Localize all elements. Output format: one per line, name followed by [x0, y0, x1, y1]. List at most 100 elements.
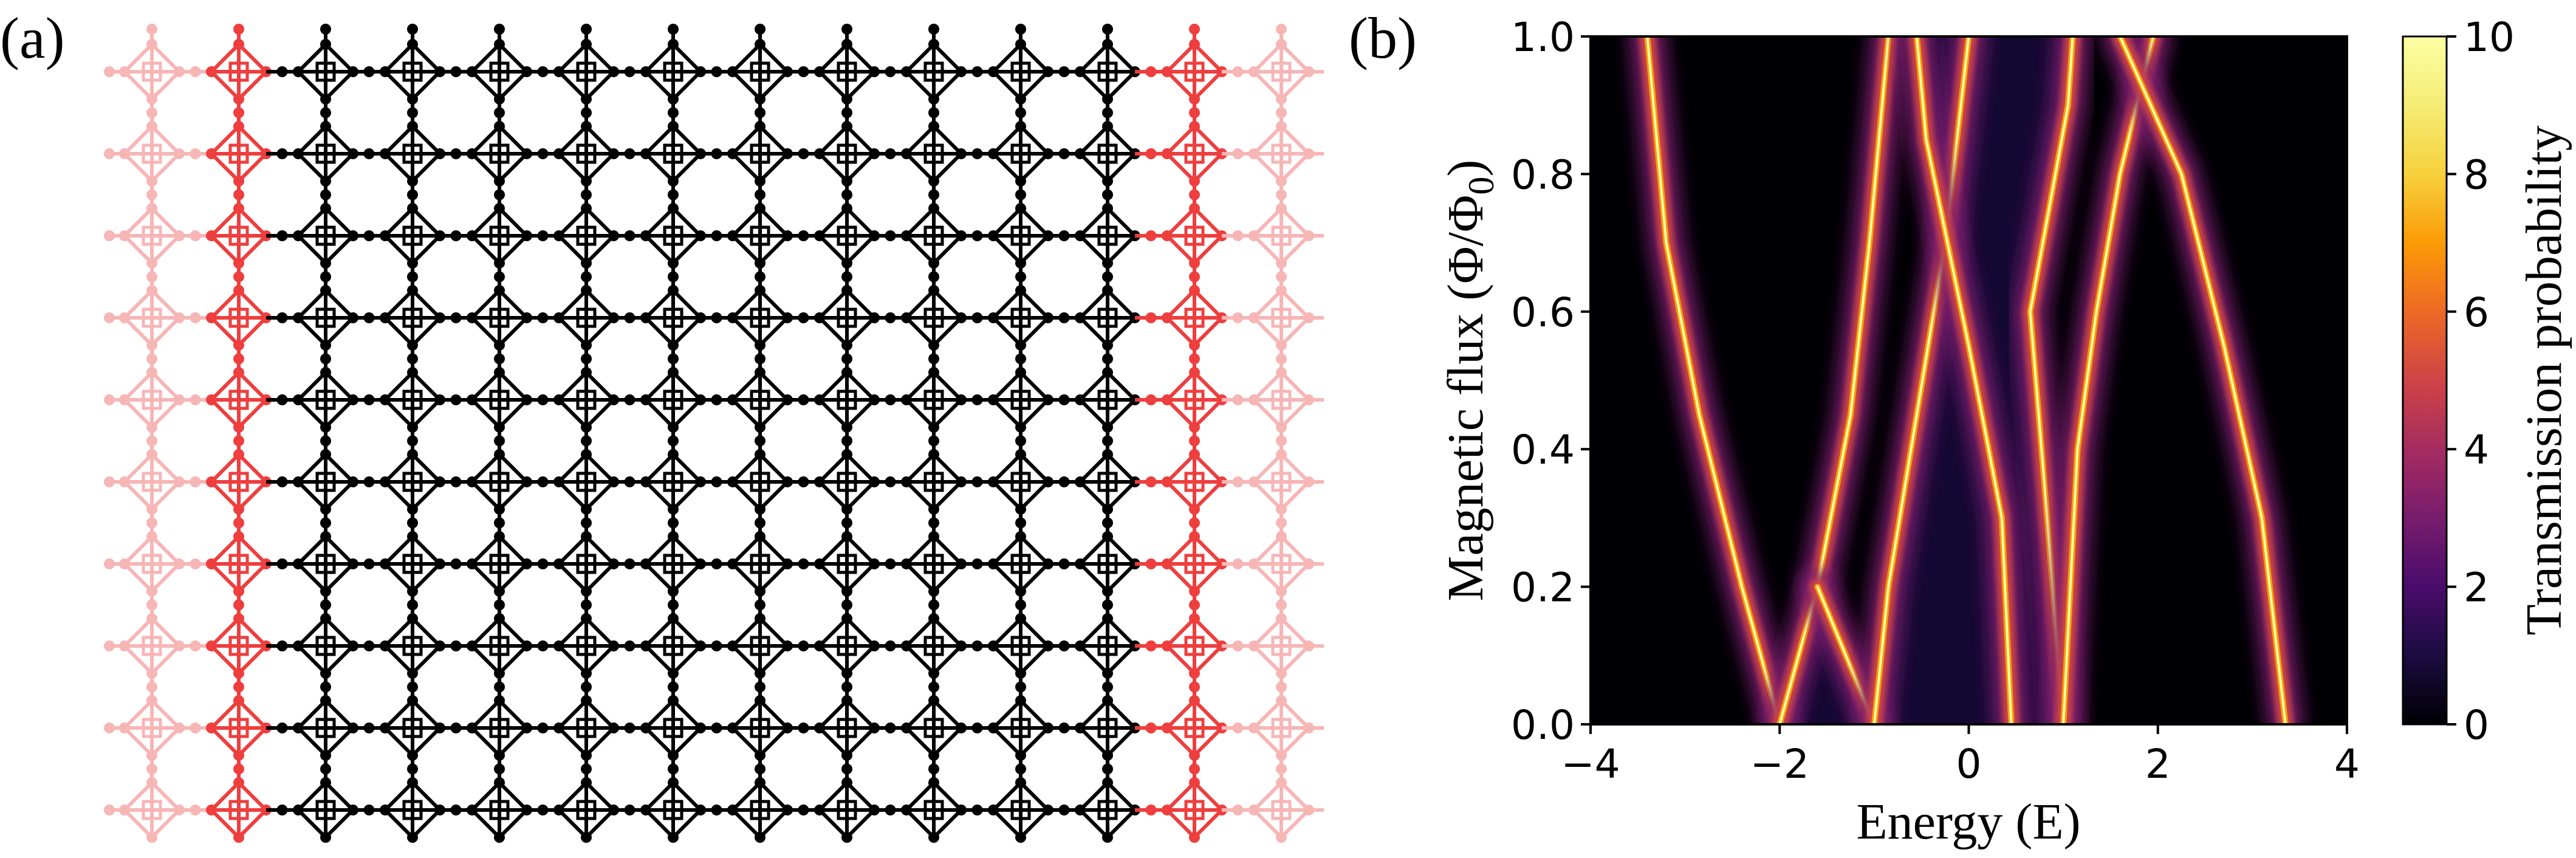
- panel-label-a: (a): [0, 5, 65, 70]
- lattice-node: [814, 449, 906, 537]
- lattice-node: [104, 449, 211, 537]
- lattice-node: [640, 121, 733, 208]
- lattice-node: [901, 367, 993, 455]
- lattice-node: [988, 121, 1080, 208]
- x-tick-label: −4: [1561, 741, 1620, 788]
- lattice-node: [104, 203, 211, 290]
- lattice-node: [380, 367, 472, 455]
- lattice-node: [1075, 695, 1167, 783]
- lattice-node: [1249, 24, 1324, 126]
- lattice-node: [814, 203, 906, 290]
- lattice-node: [814, 285, 906, 372]
- lattice-node: [206, 367, 298, 455]
- lattice-node: [380, 695, 472, 783]
- colorbar: 0 2 4 6 8 10 Transmission probability: [2402, 14, 2572, 749]
- lattice-node: [553, 203, 646, 290]
- lattice-node: [1249, 777, 1324, 843]
- lattice-node: [727, 695, 820, 783]
- lattice-node: [553, 24, 646, 126]
- band-outer-left: [1629, 36, 1798, 724]
- lattice-node: [293, 285, 385, 372]
- lattice-node: [293, 24, 385, 126]
- lattice-node: [467, 121, 559, 208]
- y-axis-label-sub: 0: [1461, 177, 1501, 195]
- lattice-node: [814, 531, 906, 619]
- lattice-node: [206, 531, 298, 619]
- lattice-node: [553, 449, 646, 537]
- lattice-node: [901, 24, 993, 126]
- lattice-node: [901, 531, 993, 619]
- lattice-node: [206, 285, 298, 372]
- lattice-node: [727, 24, 820, 126]
- lattice-node: [104, 613, 211, 701]
- lattice-node: [380, 531, 472, 619]
- lattice-node: [1249, 203, 1324, 290]
- lattice-node: [640, 531, 733, 619]
- lattice-node: [467, 531, 559, 619]
- lattice-node: [988, 449, 1080, 537]
- lattice-node: [1075, 203, 1167, 290]
- lattice-node: [467, 285, 559, 372]
- lattice-node: [104, 777, 211, 843]
- lattice-node: [104, 367, 211, 455]
- band-outer-right: [2102, 36, 2304, 724]
- x-tick-label: 0: [1956, 741, 1982, 788]
- lattice-node: [553, 367, 646, 455]
- lattice-node: [1249, 531, 1324, 619]
- y-tick-label: 0.0: [1511, 702, 1575, 749]
- band-center-left: [1898, 36, 2030, 724]
- colorbar-tick-label: 4: [2464, 427, 2489, 473]
- lattice-node: [293, 449, 385, 537]
- lattice-node: [814, 24, 906, 126]
- lattice-node: [727, 121, 820, 208]
- colorbar-tick-label: 10: [2464, 14, 2515, 61]
- band-center-right: [2012, 36, 2091, 724]
- lattice-node: [380, 613, 472, 701]
- lattice-node: [727, 777, 820, 843]
- x-axis-ticks: −4 −2 0 2 4: [1561, 724, 2360, 788]
- lattice-node: [640, 613, 733, 701]
- lattice-node: [988, 203, 1080, 290]
- transmission-bands: [1629, 36, 2304, 724]
- lattice-node: [1075, 285, 1167, 372]
- lattice-node: [1249, 367, 1324, 455]
- lattice-node: [814, 695, 906, 783]
- lattice-node: [1162, 367, 1254, 455]
- lattice-node: [104, 285, 211, 372]
- lattice-node: [901, 121, 993, 208]
- x-axis-label: Energy (E): [1856, 794, 2080, 850]
- lattice-node: [901, 695, 993, 783]
- lattice-node: [104, 24, 211, 126]
- lattice-node: [293, 203, 385, 290]
- colorbar-tick-label: 0: [2464, 702, 2489, 749]
- lattice-node: [380, 449, 472, 537]
- lattice-node: [640, 24, 733, 126]
- y-axis-label-main: Magnetic flux (: [1437, 284, 1494, 602]
- lattice-node: [1162, 449, 1254, 537]
- lattice-node: [1075, 121, 1167, 208]
- lattice-node: [1075, 449, 1167, 537]
- lattice-node: [988, 367, 1080, 455]
- lattice-node: [640, 695, 733, 783]
- lattice-node: [380, 121, 472, 208]
- lattice-node: [553, 695, 646, 783]
- lattice-node: [1162, 613, 1254, 701]
- lattice-node: [988, 777, 1080, 843]
- lattice-node: [1075, 24, 1167, 126]
- y-tick-label: 0.8: [1511, 151, 1575, 198]
- lattice-node: [901, 777, 993, 843]
- lattice-node: [1249, 285, 1324, 372]
- lattice-node: [988, 695, 1080, 783]
- lattice-node: [814, 367, 906, 455]
- lattice-node: [206, 121, 298, 208]
- band-right-cross: [2045, 36, 2171, 724]
- y-tick-label: 0.4: [1511, 427, 1575, 473]
- lattice-node: [1162, 695, 1254, 783]
- lattice-node: [988, 285, 1080, 372]
- lattice-node: [206, 613, 298, 701]
- lattice-node: [727, 531, 820, 619]
- lattice-node: [988, 613, 1080, 701]
- lattice-node: [104, 531, 211, 619]
- lattice-node: [814, 613, 906, 701]
- lattice-node: [1162, 285, 1254, 372]
